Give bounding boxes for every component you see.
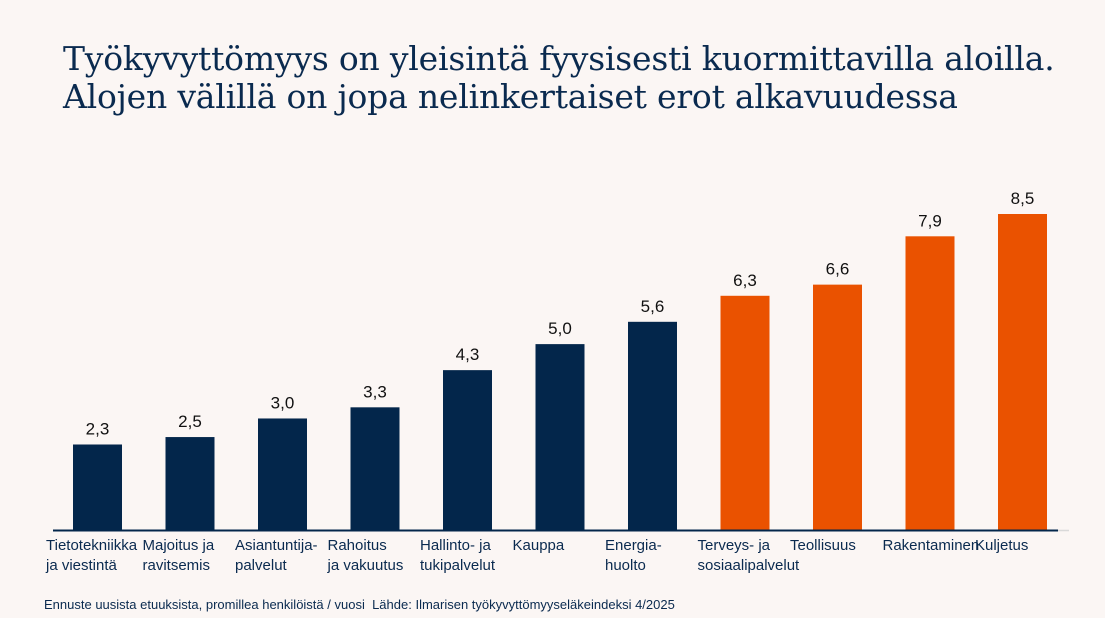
chart-title: Työkyvyttömyys on yleisintä fyysisesti k… <box>63 39 1055 116</box>
category-label-9: Rakentaminen <box>883 537 980 554</box>
category-labels-group: Tietotekniikka ja viestintä Majoitus ja rav… <box>45 537 1028 574</box>
bar-9 <box>905 236 955 530</box>
bar-3 <box>350 407 400 530</box>
category-label-line: Teollisuus <box>790 537 856 554</box>
category-label-line: Asiantuntija- <box>235 537 318 554</box>
value-label-1: 2,5 <box>178 412 202 431</box>
category-label-6: Energia-huolto <box>605 537 662 574</box>
category-label-line: ja vakuutus <box>327 557 404 574</box>
category-label-5: Kauppa <box>513 537 565 554</box>
bar-0 <box>73 444 122 530</box>
value-label-7: 6,3 <box>733 271 757 290</box>
category-label-line: ravitsemis <box>143 557 211 574</box>
value-label-5: 5,0 <box>548 319 572 338</box>
category-label-line: Tietotekniikka <box>46 537 138 554</box>
bar-4 <box>443 370 492 530</box>
footer: Ennuste uusista etuuksista, promillea he… <box>44 597 675 612</box>
bar-5 <box>535 344 585 530</box>
value-label-9: 7,9 <box>918 211 942 230</box>
category-label-line: Kuljetus <box>975 537 1028 554</box>
category-label-0: Tietotekniikka ja viestintä <box>45 537 138 574</box>
category-label-line: Hallinto- ja <box>420 537 492 554</box>
bar-10 <box>998 214 1047 530</box>
bar-1 <box>165 437 215 530</box>
category-label-line: Majoitus ja <box>143 537 215 554</box>
category-label-line: ja viestintä <box>45 557 118 574</box>
category-label-line: Terveys- ja <box>698 537 771 554</box>
category-label-line: Energia- <box>605 537 662 554</box>
category-label-3: Rahoitus ja vakuutus <box>327 537 404 574</box>
category-label-line: Rahoitus <box>328 537 387 554</box>
value-labels-group: 2,3 2,5 3,0 3,3 4,3 5,0 5,6 6,3 6,6 7,9 8,5 <box>86 189 1035 438</box>
value-label-6: 5,6 <box>641 297 665 316</box>
category-label-7: Terveys- ja sosiaalipalvelut <box>698 537 801 574</box>
category-label-10: Kuljetus <box>975 537 1028 554</box>
category-label-line: sosiaalipalvelut <box>698 557 801 574</box>
category-label-line: tukipalvelut <box>420 557 496 574</box>
category-label-line: Kauppa <box>513 537 565 554</box>
value-label-3: 3,3 <box>363 382 387 401</box>
category-label-8: Teollisuus <box>790 537 856 554</box>
bar-7 <box>720 295 770 530</box>
category-label-2: Asiantuntija-palvelut <box>235 537 318 574</box>
footer-source: Lähde: Ilmarisen työkyvyttömyyseläkeinde… <box>372 597 675 612</box>
category-label-line: palvelut <box>235 557 288 574</box>
category-label-1: Majoitus ja ravitsemis <box>143 537 215 574</box>
category-label-4: Hallinto- ja tukipalvelut <box>420 537 496 574</box>
value-label-2: 3,0 <box>271 393 295 412</box>
footer-note: Ennuste uusista etuuksista, promillea he… <box>44 597 365 612</box>
value-label-8: 6,6 <box>826 260 850 279</box>
bar-8 <box>813 284 862 530</box>
bars-group <box>73 214 1047 530</box>
value-label-0: 2,3 <box>86 419 110 438</box>
bar-6 <box>628 321 677 530</box>
category-label-line: huolto <box>605 557 646 574</box>
bar-2 <box>258 418 307 530</box>
category-label-line: Rakentaminen <box>883 537 980 554</box>
value-label-10: 8,5 <box>1011 189 1035 208</box>
value-label-4: 4,3 <box>456 345 480 364</box>
